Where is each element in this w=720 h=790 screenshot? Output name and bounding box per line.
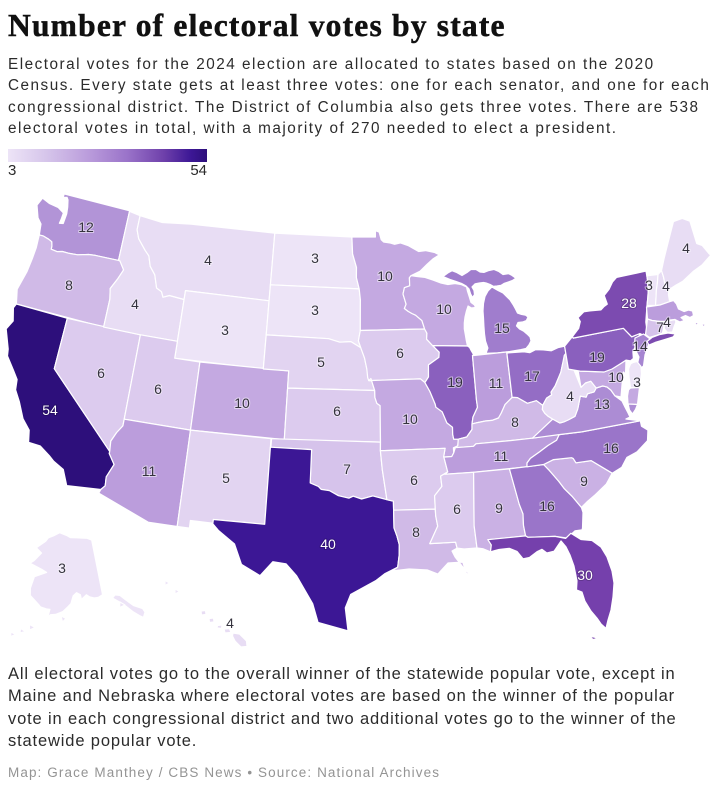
svg-text:11: 11 [142, 463, 157, 479]
svg-text:10: 10 [377, 268, 393, 284]
svg-text:10: 10 [402, 411, 418, 427]
svg-text:8: 8 [65, 277, 73, 293]
svg-text:4: 4 [131, 296, 139, 312]
svg-text:13: 13 [594, 396, 610, 412]
svg-text:3: 3 [221, 322, 229, 338]
svg-text:30: 30 [577, 567, 593, 583]
svg-text:10: 10 [436, 301, 452, 317]
svg-text:3: 3 [633, 374, 641, 390]
svg-text:12: 12 [78, 219, 94, 235]
svg-text:4: 4 [682, 240, 690, 256]
svg-text:7: 7 [656, 319, 664, 335]
svg-text:10: 10 [234, 395, 250, 411]
svg-text:11: 11 [489, 375, 504, 391]
svg-text:6: 6 [453, 501, 461, 517]
svg-text:16: 16 [603, 440, 619, 456]
svg-text:16: 16 [539, 498, 555, 514]
svg-text:9: 9 [580, 473, 588, 489]
svg-text:4: 4 [662, 278, 670, 294]
svg-text:5: 5 [222, 470, 230, 486]
svg-text:8: 8 [511, 414, 519, 430]
svg-text:17: 17 [524, 368, 540, 384]
svg-text:40: 40 [320, 536, 336, 552]
svg-text:15: 15 [494, 320, 510, 336]
svg-text:6: 6 [333, 403, 341, 419]
svg-text:4: 4 [226, 615, 234, 631]
svg-text:14: 14 [632, 338, 648, 354]
svg-text:3: 3 [311, 302, 319, 318]
svg-text:4: 4 [663, 314, 671, 330]
svg-text:28: 28 [621, 295, 637, 311]
svg-text:10: 10 [608, 369, 624, 385]
svg-text:4: 4 [566, 388, 574, 404]
svg-text:6: 6 [396, 345, 404, 361]
svg-text:7: 7 [343, 461, 351, 477]
svg-text:19: 19 [589, 349, 605, 365]
svg-text:9: 9 [495, 500, 503, 516]
svg-text:8: 8 [412, 524, 420, 540]
svg-text:6: 6 [410, 472, 418, 488]
svg-text:5: 5 [317, 354, 325, 370]
svg-text:19: 19 [447, 374, 463, 390]
svg-text:3: 3 [58, 560, 66, 576]
svg-text:3: 3 [645, 277, 653, 293]
svg-text:6: 6 [97, 365, 105, 381]
svg-text:4: 4 [204, 252, 212, 268]
svg-text:54: 54 [42, 402, 58, 418]
svg-text:3: 3 [311, 250, 319, 266]
svg-text:6: 6 [154, 381, 162, 397]
svg-text:11: 11 [494, 448, 509, 464]
